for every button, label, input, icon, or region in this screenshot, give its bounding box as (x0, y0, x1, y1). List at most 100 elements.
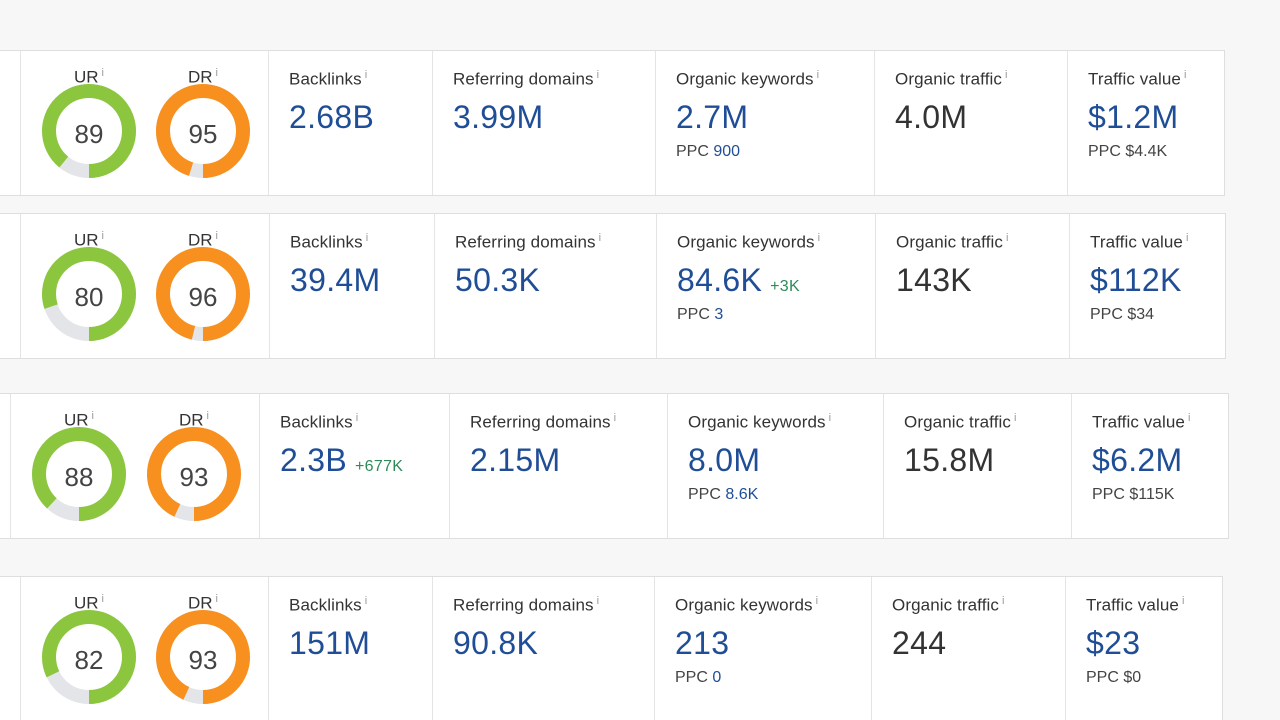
info-icon[interactable]: i (215, 593, 218, 605)
referring-domains-label-text: Referring domains (453, 69, 594, 89)
organic-traffic-number: 244 (892, 625, 947, 661)
organic-keywords-label-text: Organic keywords (676, 69, 814, 89)
traffic-value-number[interactable]: $112K (1090, 262, 1182, 298)
backlinks-number[interactable]: 2.68B (289, 99, 375, 135)
referring-domains-number[interactable]: 50.3K (455, 262, 541, 298)
ur-label: UR i (39, 230, 139, 251)
info-icon[interactable]: i (1002, 595, 1005, 607)
ur-ring-arc (42, 610, 136, 704)
organic-keywords-number[interactable]: 213 (675, 625, 730, 661)
info-icon[interactable]: i (91, 410, 94, 422)
ppc-value: 0 (712, 669, 722, 686)
info-icon[interactable]: i (613, 412, 617, 424)
traffic-value-value[interactable]: $6.2M (1092, 442, 1182, 479)
traffic-value-label-text: Traffic value (1086, 595, 1179, 615)
organic-keywords-value[interactable]: 2.7M (676, 99, 748, 136)
info-icon[interactable]: i (1014, 412, 1017, 424)
info-icon[interactable]: i (101, 230, 104, 242)
info-icon[interactable]: i (816, 69, 820, 81)
organic-traffic-label: Organic traffic i (895, 69, 1008, 90)
info-icon[interactable]: i (1183, 69, 1187, 81)
info-icon[interactable]: i (355, 412, 359, 424)
info-icon[interactable]: i (365, 232, 369, 244)
dr-gauge[interactable]: DR i 93 (153, 593, 253, 713)
organic-keywords-value[interactable]: 213 (675, 625, 729, 662)
dr-gauge[interactable]: DR i 96 (153, 230, 253, 350)
backlinks-number[interactable]: 2.3B (280, 442, 348, 478)
info-icon[interactable]: i (828, 412, 832, 424)
dr-gauge[interactable]: DR i 95 (153, 67, 253, 187)
info-icon[interactable]: i (215, 230, 218, 242)
ur-ring-chart (42, 247, 136, 341)
info-icon[interactable]: i (1187, 412, 1191, 424)
traffic-value-number[interactable]: $23 (1086, 625, 1141, 661)
referring-domains-value[interactable]: 90.8K (453, 625, 538, 662)
metric-organic-traffic: Organic traffic i 244 (871, 577, 1066, 720)
ur-gauge[interactable]: UR i 80 (39, 230, 139, 350)
info-icon[interactable]: i (815, 595, 819, 607)
referring-domains-number[interactable]: 2.15M (470, 442, 561, 478)
info-icon[interactable]: i (101, 593, 104, 605)
backlinks-value[interactable]: 39.4M (290, 262, 380, 299)
ur-gauge[interactable]: UR i 89 (39, 67, 139, 187)
traffic-value-value[interactable]: $112K (1090, 262, 1182, 299)
ur-label: UR i (39, 67, 139, 88)
organic-keywords-label-text: Organic keywords (688, 412, 826, 432)
rating-cell: UR i 88 DR i 93 (10, 394, 260, 538)
backlinks-value[interactable]: 151M (289, 625, 370, 662)
organic-keywords-value[interactable]: 84.6K +3K (677, 262, 800, 299)
dr-gauge[interactable]: DR i 93 (144, 410, 244, 530)
dr-value: 93 (188, 645, 218, 675)
metrics-panel: UR i 80 DR i 96 Backlinks i 39.4M Referring domai… (0, 213, 1226, 359)
ppc-value: $4.4K (1125, 143, 1168, 160)
info-icon[interactable]: i (364, 595, 368, 607)
organic-keywords-number[interactable]: 84.6K (677, 262, 763, 298)
info-icon[interactable]: i (598, 232, 602, 244)
ppc-value: 8.6K (725, 486, 759, 503)
dr-ring-chart (156, 84, 250, 178)
referring-domains-number[interactable]: 3.99M (453, 99, 544, 135)
backlinks-value[interactable]: 2.68B (289, 99, 374, 136)
backlinks-number[interactable]: 151M (289, 625, 371, 661)
ur-ring-arc (32, 427, 126, 521)
metric-traffic-value: Traffic value i $23 PPC $0 (1065, 577, 1223, 720)
info-icon[interactable]: i (206, 410, 209, 422)
info-icon[interactable]: i (1181, 595, 1185, 607)
info-icon[interactable]: i (1006, 232, 1009, 244)
traffic-value-number[interactable]: $1.2M (1088, 99, 1179, 135)
metrics-panel: UR i 89 DR i 95 Backlinks i 2.68B Referring domai… (0, 50, 1225, 196)
backlinks-value[interactable]: 2.3B +677K (280, 442, 403, 479)
referring-domains-number[interactable]: 90.8K (453, 625, 539, 661)
organic-traffic-label-text: Organic traffic (896, 232, 1004, 252)
info-icon[interactable]: i (1005, 69, 1008, 81)
info-icon[interactable]: i (596, 69, 600, 81)
info-icon[interactable]: i (364, 69, 368, 81)
traffic-value-label: Traffic value i (1092, 412, 1191, 433)
info-icon[interactable]: i (1185, 232, 1189, 244)
ppc-value: $115K (1129, 486, 1175, 503)
organic-traffic-value: 244 (892, 625, 946, 662)
ur-ring-arc (42, 84, 136, 178)
rating-cell: UR i 80 DR i 96 (20, 214, 270, 358)
traffic-value-value[interactable]: $23 (1086, 625, 1140, 662)
backlinks-number[interactable]: 39.4M (290, 262, 381, 298)
ur-gauge[interactable]: UR i 82 (39, 593, 139, 713)
referring-domains-value[interactable]: 3.99M (453, 99, 543, 136)
referring-domains-value[interactable]: 2.15M (470, 442, 560, 479)
info-icon[interactable]: i (215, 67, 218, 79)
referring-domains-value[interactable]: 50.3K (455, 262, 540, 299)
traffic-value-number[interactable]: $6.2M (1092, 442, 1183, 478)
info-icon[interactable]: i (817, 232, 821, 244)
info-icon[interactable]: i (101, 67, 104, 79)
organic-keywords-number[interactable]: 2.7M (676, 99, 749, 135)
traffic-value-value[interactable]: $1.2M (1088, 99, 1178, 136)
metric-traffic-value: Traffic value i $112K PPC $34 (1069, 214, 1226, 358)
ur-gauge[interactable]: UR i 88 (29, 410, 129, 530)
organic-keywords-ppc: PPC 3 (677, 306, 723, 324)
info-icon[interactable]: i (596, 595, 600, 607)
organic-keywords-number[interactable]: 8.0M (688, 442, 761, 478)
organic-keywords-label: Organic keywords i (677, 232, 820, 253)
backlinks-label: Backlinks i (289, 69, 367, 90)
organic-keywords-value[interactable]: 8.0M (688, 442, 760, 479)
backlinks-label-text: Backlinks (289, 69, 362, 89)
